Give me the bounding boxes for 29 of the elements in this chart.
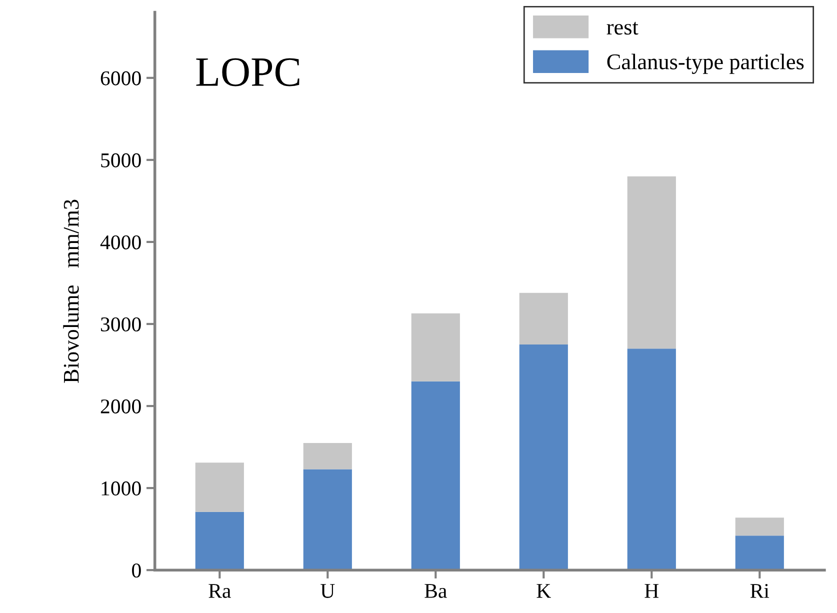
legend-label: rest xyxy=(606,22,638,35)
x-tick-label: U xyxy=(320,584,335,598)
bar xyxy=(303,469,352,570)
bar xyxy=(195,462,244,512)
bar xyxy=(195,512,244,570)
bar xyxy=(411,313,460,382)
x-tick-label: K xyxy=(536,584,551,598)
bar xyxy=(519,292,568,344)
y-tick-label: 3000 xyxy=(100,317,141,332)
y-tick-label: 5000 xyxy=(101,153,141,168)
bar xyxy=(411,381,460,570)
y-tick-label: 6000 xyxy=(100,71,141,86)
x-tick-label: H xyxy=(644,584,659,598)
y-tick-label: 2000 xyxy=(100,399,141,414)
y-tick-label: 4000 xyxy=(100,235,141,250)
bar xyxy=(735,518,784,536)
y-tick-label: 0 xyxy=(132,563,141,578)
bar xyxy=(627,348,676,570)
y-tick-label: 1000 xyxy=(102,481,141,496)
bar xyxy=(303,442,352,470)
x-tick-label: Ri xyxy=(750,584,770,598)
legend-label: Calanus-type particles xyxy=(607,54,804,74)
text: LOPC xyxy=(196,58,300,86)
bar xyxy=(519,344,568,570)
y-axis-title: Biovolume mm/m3 xyxy=(63,200,79,383)
bar xyxy=(627,176,676,349)
x-tick-label: Ba xyxy=(424,584,447,598)
x-tick-label: Ra xyxy=(208,584,231,598)
bar xyxy=(735,536,784,570)
